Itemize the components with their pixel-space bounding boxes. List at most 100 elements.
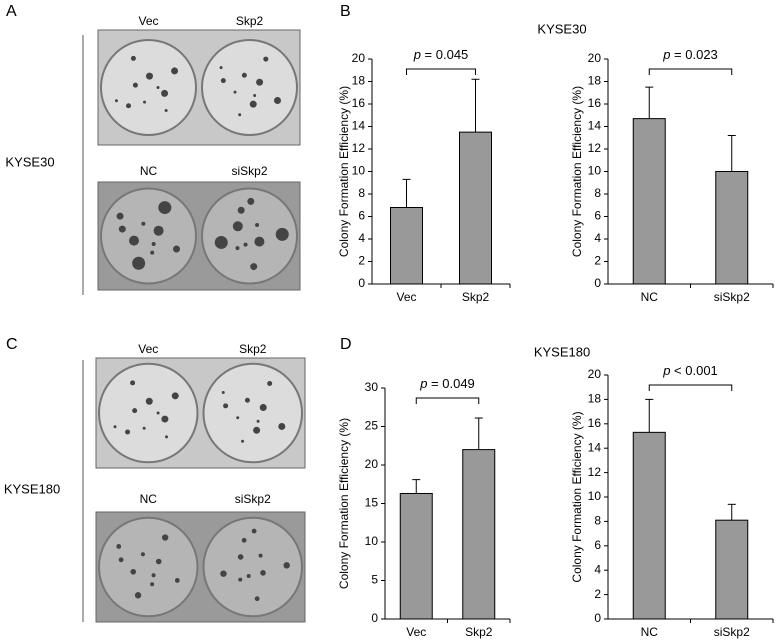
colony xyxy=(130,568,137,575)
significance-bracket xyxy=(406,68,476,75)
y-tick-label: 8 xyxy=(358,186,365,200)
colony xyxy=(145,397,153,405)
colony xyxy=(254,596,260,602)
y-tick-label: 16 xyxy=(588,416,602,430)
chart-title: KYSE30 xyxy=(537,21,586,36)
chart-title: KYSE180 xyxy=(534,344,590,359)
colony xyxy=(237,554,244,560)
y-tick-label: 18 xyxy=(588,74,602,88)
colony xyxy=(235,246,240,251)
y-tick-label: 0 xyxy=(594,611,601,625)
colony xyxy=(250,263,258,271)
y-tick-label: 12 xyxy=(352,141,366,155)
y-tick-label: 0 xyxy=(371,611,378,625)
colony xyxy=(241,72,247,78)
colony xyxy=(150,582,155,587)
x-tick-label: siSkp2 xyxy=(714,290,750,304)
colony xyxy=(116,544,122,549)
y-tick-label: 25 xyxy=(365,419,379,433)
y-tick-label: 18 xyxy=(588,392,602,406)
y-axis-label: Colony Formation Efficiency (%) xyxy=(337,418,351,589)
colony xyxy=(233,90,237,94)
dish xyxy=(98,516,199,618)
y-axis-label: Colony Formation Efficiency (%) xyxy=(570,86,584,257)
y-tick-label: 10 xyxy=(588,164,602,178)
significance-bracket xyxy=(648,68,733,75)
p-text: = 0.045 xyxy=(425,47,469,62)
colony xyxy=(161,534,169,541)
colony xyxy=(171,392,179,400)
cell-line-label: KYSE180 xyxy=(4,481,60,496)
colony xyxy=(161,89,169,97)
panel-letter: A xyxy=(6,3,17,20)
colony xyxy=(275,227,289,241)
p-text: = 0.023 xyxy=(674,47,718,62)
y-tick-label: 8 xyxy=(594,186,601,200)
dish xyxy=(201,187,298,285)
colony xyxy=(156,411,160,415)
cell-line-label: KYSE30 xyxy=(5,154,54,169)
p-text: < 0.001 xyxy=(674,363,718,378)
colony xyxy=(256,78,264,86)
p-value: p = 0.023 xyxy=(662,47,718,62)
colony xyxy=(238,577,243,582)
colony xyxy=(237,206,245,214)
y-tick-label: 2 xyxy=(594,254,601,268)
y-tick-label: 20 xyxy=(352,51,366,65)
photo-label: siSkp2 xyxy=(231,164,267,178)
dish xyxy=(202,516,303,618)
colony xyxy=(214,235,228,249)
colony xyxy=(114,99,118,103)
colony xyxy=(253,93,257,97)
bar xyxy=(462,449,496,620)
colony xyxy=(263,56,269,62)
y-tick-label: 16 xyxy=(588,96,602,110)
colony xyxy=(243,242,248,247)
dish xyxy=(100,187,197,285)
y-tick-label: 10 xyxy=(352,164,366,178)
dish xyxy=(98,362,199,464)
colony xyxy=(141,221,146,226)
photo-label: NC xyxy=(140,164,158,178)
colony xyxy=(241,439,245,443)
y-tick-label: 6 xyxy=(594,209,601,223)
colony xyxy=(220,78,226,84)
colony xyxy=(241,537,247,543)
y-axis-label: Colony Formation Efficiency (%) xyxy=(570,411,584,582)
y-tick-label: 2 xyxy=(358,254,365,268)
colony xyxy=(267,381,273,387)
p-symbol: p xyxy=(413,47,421,62)
colony xyxy=(236,416,240,420)
colony xyxy=(244,397,250,403)
panel-letter: D xyxy=(340,336,352,353)
panel-letter: C xyxy=(6,336,18,353)
photo-label: Skp2 xyxy=(236,14,264,28)
colony xyxy=(151,573,156,578)
colony xyxy=(259,404,267,412)
p-symbol: p xyxy=(662,47,670,62)
colony xyxy=(165,435,169,439)
photo-label: Skp2 xyxy=(239,342,267,356)
y-tick-label: 6 xyxy=(594,538,601,552)
significance-bracket xyxy=(648,384,733,391)
colony xyxy=(143,100,147,104)
x-tick-label: siSkp2 xyxy=(714,625,750,639)
colony xyxy=(278,422,286,430)
colony xyxy=(130,380,136,386)
bar xyxy=(390,207,423,285)
y-tick-label: 6 xyxy=(358,209,365,223)
photo-label: Vec xyxy=(138,14,158,28)
y-tick-label: 20 xyxy=(365,457,379,471)
colony xyxy=(155,558,162,565)
y-tick-label: 30 xyxy=(365,380,379,394)
x-tick-label: NC xyxy=(641,625,659,639)
colony xyxy=(129,235,140,246)
colony xyxy=(142,426,146,430)
colony xyxy=(253,426,261,434)
colony xyxy=(164,108,168,112)
colony xyxy=(132,256,146,270)
bar xyxy=(632,431,666,620)
x-tick-label: Vec xyxy=(406,625,426,639)
y-tick-label: 8 xyxy=(594,514,601,528)
